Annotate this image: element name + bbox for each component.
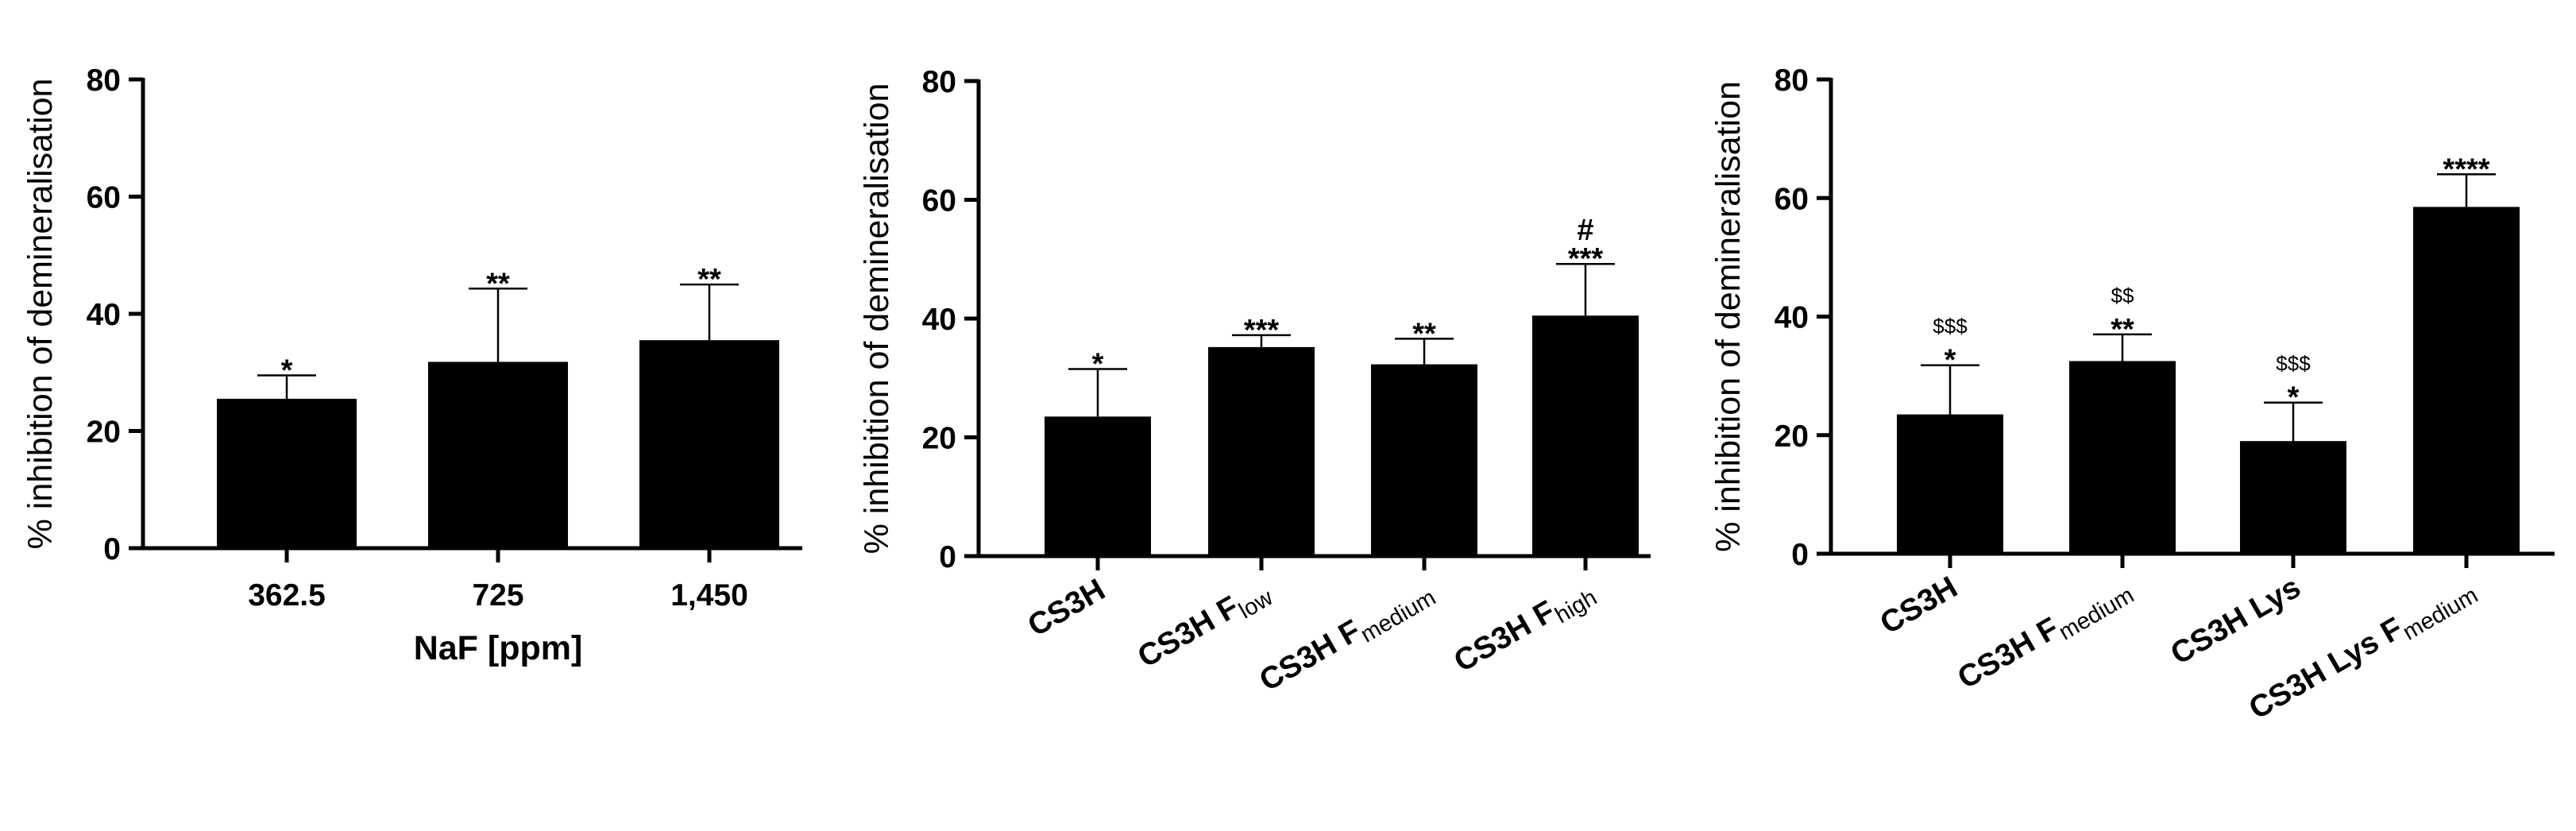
significance-stars: * <box>281 354 293 387</box>
bar <box>1045 416 1151 556</box>
x-category-label: CS3H Flow <box>1132 572 1278 679</box>
bar <box>2240 441 2346 554</box>
y-tick-label: 20 <box>922 422 956 456</box>
y-tick-label: 20 <box>1775 419 1809 454</box>
y-axis-label: % inhibition of demineralisation <box>858 83 896 555</box>
y-tick-label: 80 <box>87 64 121 98</box>
bar <box>428 361 568 548</box>
y-tick-label: 80 <box>922 65 956 99</box>
significance-stars: ** <box>697 263 721 296</box>
chart-panel-3: % inhibition of demineralisation 0 20 40 60 8… <box>1709 64 2555 726</box>
significance-stars: * <box>1945 344 1956 377</box>
y-axis-label: % inhibition of demineralisation <box>21 79 60 550</box>
y-tick-label: 40 <box>1775 301 1809 335</box>
bar <box>1371 364 1477 556</box>
x-category-label: CS3H <box>1875 570 1964 641</box>
y-tick-label: 60 <box>1775 182 1809 216</box>
x-category-label: CS3H <box>1022 573 1111 644</box>
y-tick-label: 0 <box>103 532 121 566</box>
y-tick-label: 40 <box>87 298 121 332</box>
significance-stars: * <box>1092 348 1104 381</box>
significance-stars: *** <box>1244 314 1280 347</box>
chart-panel-2: % inhibition of demineralisation 0 20 40 60 8… <box>858 65 1651 703</box>
significance-stars: ** <box>486 267 510 300</box>
significance-hash: # <box>1577 214 1593 247</box>
x-category-label: CS3H Fmedium <box>1254 573 1440 703</box>
bar <box>217 398 357 548</box>
significance-dollars: $$$ <box>1933 315 1968 338</box>
bar <box>639 340 779 548</box>
y-axis-label: % inhibition of demineralisation <box>1709 81 1748 552</box>
y-tick-label: 60 <box>922 184 956 218</box>
y-tick-label: 60 <box>87 181 121 215</box>
x-axis-title: NaF [ppm] <box>414 629 583 667</box>
bar <box>1208 346 1315 556</box>
bar <box>2413 207 2520 554</box>
y-tick-label: 80 <box>1775 64 1809 98</box>
bar <box>1897 414 2003 554</box>
y-tick-label: 40 <box>922 303 956 337</box>
significance-stars: * <box>2288 381 2300 415</box>
y-tick-label: 20 <box>87 416 121 450</box>
significance-stars: **** <box>2443 153 2489 186</box>
significance-stars: ** <box>2111 313 2134 346</box>
significance-stars: *** <box>1568 242 1604 276</box>
x-category-label: 362.5 <box>248 578 326 613</box>
bar <box>1532 315 1639 556</box>
significance-stars: ** <box>1412 317 1436 350</box>
significance-dollars: $$ <box>2111 284 2134 307</box>
x-category-label: CS3H Fhigh <box>1448 573 1601 684</box>
x-category-label: CS3H Fmedium <box>1952 570 2138 701</box>
y-tick-label: 0 <box>939 540 956 574</box>
x-category-label: 1,450 <box>670 578 748 613</box>
x-category-label: CS3H Lys <box>2165 570 2307 672</box>
y-tick-label: 0 <box>1791 538 1809 572</box>
chart-panel-1: % inhibition of demineralisation 0 20 40 60 8… <box>21 64 802 667</box>
x-category-label: 725 <box>472 578 523 613</box>
bar <box>2069 361 2176 554</box>
significance-dollars: $$$ <box>2276 352 2311 376</box>
